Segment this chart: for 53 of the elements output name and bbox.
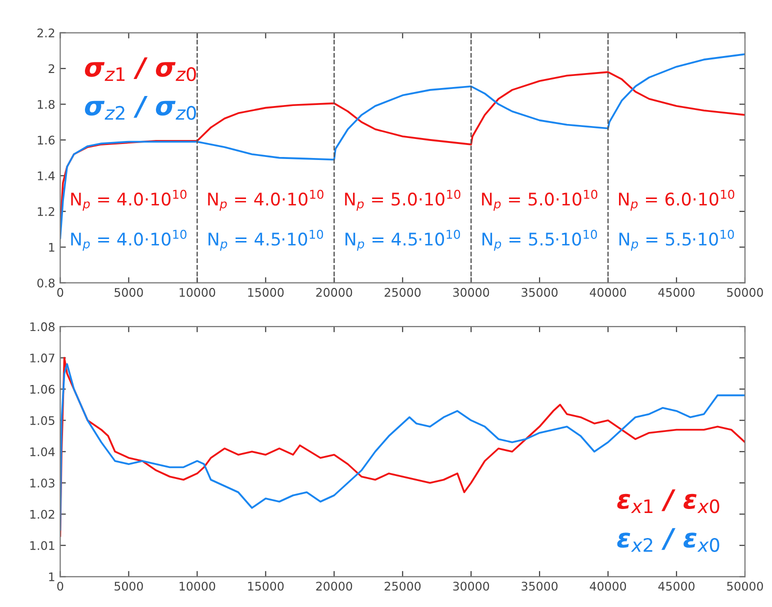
x-tick-label: 35000 (522, 582, 558, 591)
x-tick-label: 20000 (316, 288, 352, 297)
y-tick-label: 0.8 (37, 278, 55, 288)
y-tick-label: 1.04 (30, 447, 55, 456)
x-tick-label: 35000 (522, 288, 558, 297)
x-tick-label: 0 (57, 288, 64, 297)
y-tick-label: 1.05 (30, 416, 54, 425)
x-tick-label: 5000 (114, 288, 143, 297)
y-tick-label: 1.06 (30, 384, 55, 394)
x-tick-label: 40000 (590, 288, 626, 297)
y-tick-label: 1.4 (38, 172, 55, 180)
x-tick-label: 15000 (248, 288, 284, 297)
y-tick-label: 1.07 (30, 354, 54, 362)
x-tick-label: 30000 (453, 582, 490, 591)
y-tick-label: 1.03 (30, 478, 54, 488)
y-tick-label: 1.08 (30, 322, 55, 332)
text: ε$_{x1}$ / ε$_{x0}$ (617, 489, 720, 514)
x-tick-label: 45000 (658, 288, 694, 297)
y-tick-label: 1 (49, 572, 54, 582)
annotation: N$_{p}$ = 5.5·10$^{10}$ (619, 230, 734, 251)
annotation: N$_{p}$ = 5.0·10$^{10}$ (482, 190, 598, 211)
x-tick-label: 25000 (384, 288, 421, 297)
annotation: N$_{p}$ = 4.0·10$^{10}$ (71, 190, 186, 211)
annotation: N$_{p}$ = 4.5·10$^{10}$ (346, 230, 460, 251)
annotation: N$_{p}$ = 4.5·10$^{10}$ (208, 230, 324, 251)
text: ε$_{x2}$ / ε$_{x0}$ (617, 528, 720, 552)
x-tick-label: 45000 (658, 582, 694, 591)
y-tick-label: 1.2 (38, 207, 54, 216)
x-tick-label: 30000 (453, 288, 490, 297)
x-tick-label: 40000 (590, 582, 626, 591)
x-tick-label: 50000 (727, 582, 763, 591)
x-tick-label: 15000 (248, 582, 284, 591)
y-tick-label: 1.8 (38, 100, 55, 109)
y-tick-label: 1.6 (38, 136, 55, 145)
y-tick-label: 1.01 (30, 541, 54, 550)
annotation: N$_{p}$ = 4.0·10$^{10}$ (208, 190, 324, 211)
x-tick-label: 0 (57, 582, 64, 591)
annotation: N$_{p}$ = 5.0·10$^{10}$ (345, 190, 460, 211)
x-tick-label: 25000 (384, 582, 421, 591)
x-tick-label: 20000 (316, 582, 352, 591)
x-tick-label: 5000 (114, 582, 143, 591)
x-tick-label: 50000 (727, 288, 763, 297)
y-tick-label: 1 (49, 243, 54, 252)
x-tick-label: 10000 (180, 582, 216, 591)
y-tick-label: 1.02 (30, 510, 54, 519)
annotation: N$_{p}$ = 4.0·10$^{10}$ (71, 230, 186, 251)
series-label: σ$_{z1}$ / σ$_{z0}$ (84, 57, 196, 82)
y-tick-label: 2 (48, 64, 54, 73)
series-label: σ$_{z2}$ / σ$_{z0}$ (84, 96, 196, 120)
x-tick-label: 10000 (180, 288, 216, 297)
y-tick-label: 2.2 (37, 28, 54, 38)
annotation: N$_{p}$ = 6.0·10$^{10}$ (619, 190, 734, 211)
annotation: N$_{p}$ = 5.5·10$^{10}$ (482, 230, 597, 251)
